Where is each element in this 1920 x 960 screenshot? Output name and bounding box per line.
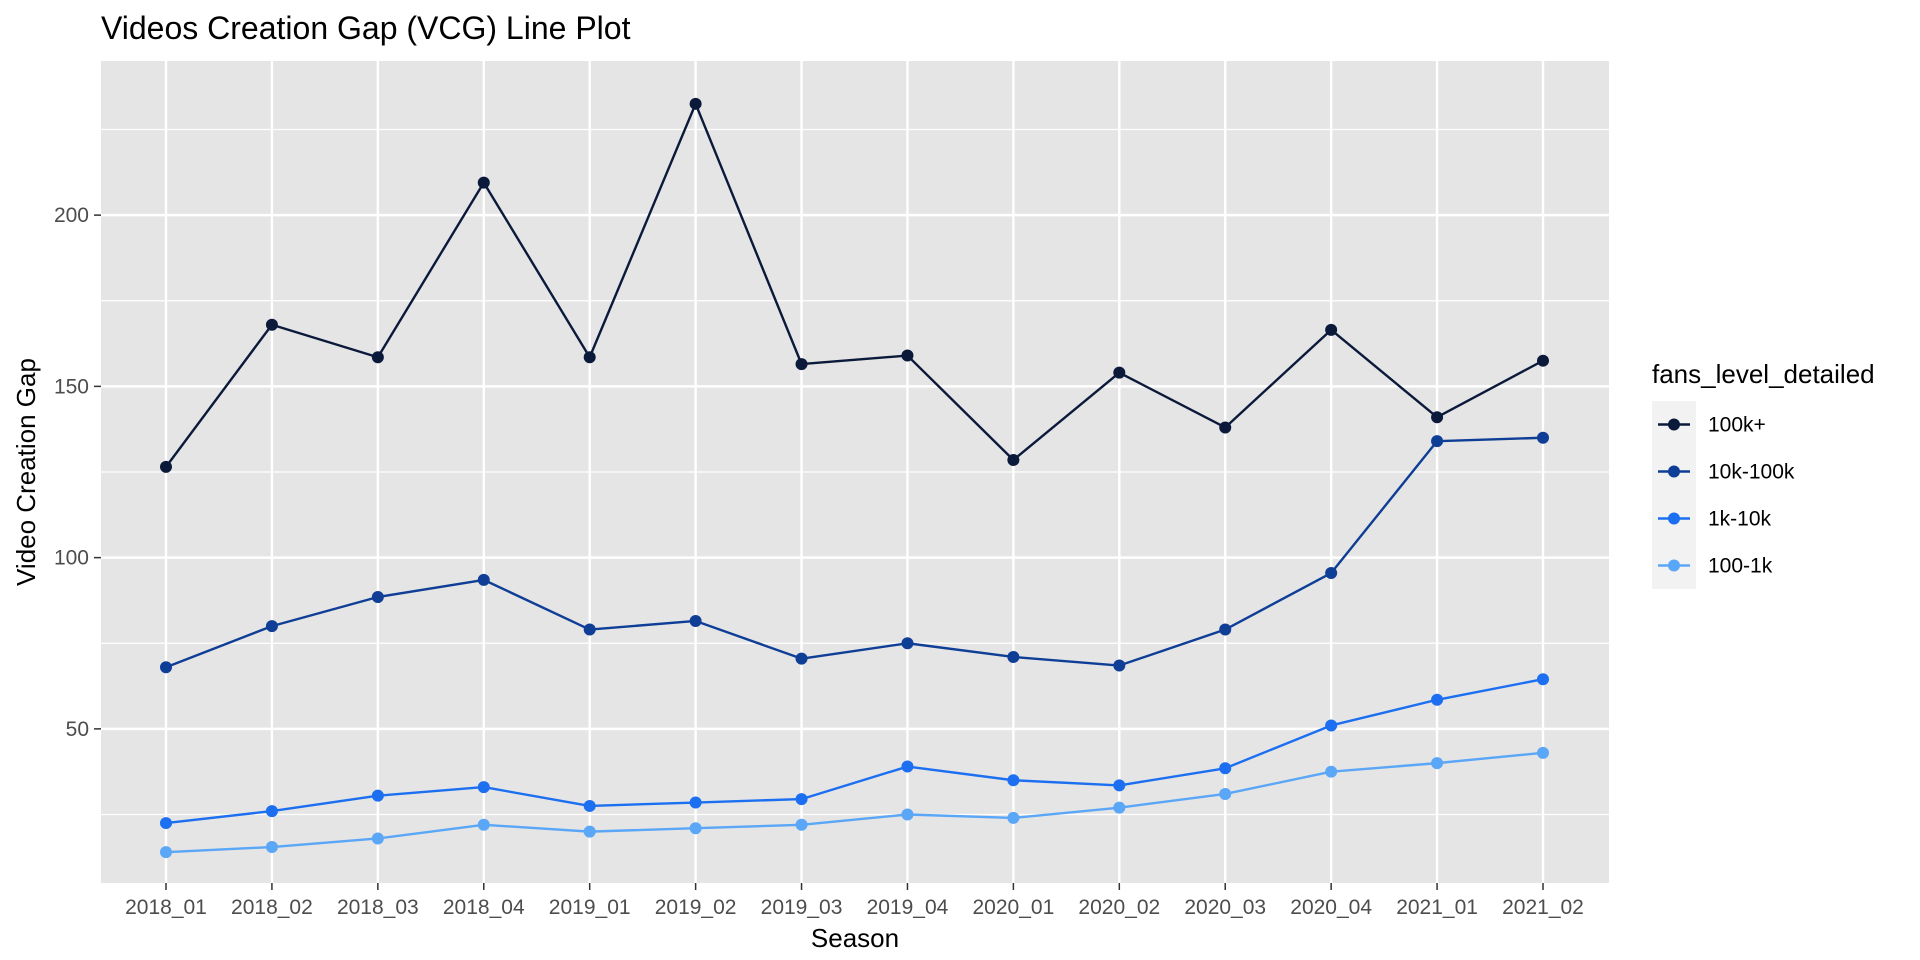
legend-label: 10k-100k: [1708, 461, 1795, 484]
data-point: [1431, 757, 1444, 770]
legend-key-point: [1668, 418, 1680, 431]
series-line-10k-100k: [165, 436, 1544, 669]
data-point: [477, 573, 490, 586]
data-point: [1113, 779, 1126, 792]
y-axis: 50 100 150 200: [54, 204, 101, 741]
x-tick-label: 2021_01: [1396, 896, 1478, 919]
data-point: [1431, 435, 1444, 448]
data-point: [689, 97, 702, 110]
x-tick-label: 2019_04: [867, 896, 949, 919]
data-point: [583, 799, 596, 812]
x-axis-title: Season: [811, 923, 899, 953]
data-point: [265, 841, 278, 854]
x-axis: 2018_01 2018_02 2018_03 2018_04 2019_01 2019_…: [125, 883, 1584, 919]
x-tick-label: 2020_04: [1290, 896, 1372, 919]
legend-label: 100k+: [1708, 414, 1766, 437]
data-point: [1007, 774, 1020, 787]
data-point: [1325, 719, 1338, 732]
legend-title: fans_level_detailed: [1652, 359, 1875, 389]
data-point: [1219, 421, 1232, 434]
data-point: [1537, 431, 1549, 444]
data-point: [371, 351, 384, 364]
data-point: [689, 822, 702, 835]
x-tick-label: 2020_02: [1078, 896, 1160, 919]
legend-key-point: [1668, 512, 1680, 525]
y-axis-title: Video Creation Gap: [11, 358, 41, 586]
legend-key-background: [1652, 401, 1696, 589]
data-point: [1113, 659, 1126, 672]
grid-minor: [101, 128, 1609, 816]
legend-label: 100-1k: [1708, 555, 1773, 578]
legend: 100k+ 10k-100k 1k-10k 100-1k: [1652, 401, 1795, 589]
data-point: [583, 623, 596, 636]
data-point: [1219, 762, 1232, 775]
data-point: [1007, 650, 1020, 663]
series-lines: [165, 102, 1544, 854]
legend-label: 1k-10k: [1708, 508, 1772, 531]
data-point: [371, 789, 384, 802]
data-point: [371, 591, 384, 604]
data-point: [265, 620, 278, 633]
data-point: [371, 832, 384, 845]
data-point: [1325, 323, 1338, 336]
y-tick-label: 50: [66, 718, 89, 741]
x-tick-label: 2019_01: [549, 896, 631, 919]
data-point: [1007, 811, 1020, 824]
x-tick-label: 2018_01: [125, 896, 207, 919]
data-point: [265, 805, 278, 818]
series-points: [160, 97, 1549, 859]
data-point: [1537, 746, 1549, 759]
y-tick-label: 100: [54, 547, 89, 570]
data-point: [1113, 801, 1126, 814]
data-point: [1219, 623, 1232, 636]
x-tick-label: 2020_01: [973, 896, 1055, 919]
data-point: [477, 781, 490, 794]
x-tick-label: 2021_02: [1502, 896, 1584, 919]
data-point: [1113, 366, 1126, 379]
x-tick-label: 2019_02: [655, 896, 737, 919]
data-point: [1431, 411, 1444, 424]
series-line-100k+: [165, 102, 1544, 468]
data-point: [1325, 567, 1338, 580]
data-point: [477, 176, 490, 189]
data-point: [689, 614, 702, 627]
legend-key-point: [1668, 559, 1680, 572]
data-point: [795, 358, 808, 371]
data-point: [265, 318, 278, 331]
data-point: [901, 637, 914, 650]
data-point: [795, 818, 808, 831]
x-tick-label: 2018_02: [231, 896, 313, 919]
chart-title: Videos Creation Gap (VCG) Line Plot: [101, 10, 631, 46]
data-point: [1219, 787, 1232, 800]
x-tick-label: 2020_03: [1184, 896, 1266, 919]
data-point: [901, 760, 914, 773]
series-line-1k-10k: [165, 678, 1544, 825]
y-tick-label: 150: [54, 375, 89, 398]
data-point: [1325, 765, 1338, 778]
data-point: [477, 818, 490, 831]
data-point: [160, 817, 172, 830]
x-tick-label: 2018_04: [443, 896, 525, 919]
x-tick-label: 2019_03: [761, 896, 843, 919]
data-point: [583, 825, 596, 838]
x-tick-label: 2018_03: [337, 896, 419, 919]
data-point: [1537, 673, 1549, 686]
data-point: [160, 661, 172, 674]
data-point: [1007, 454, 1020, 467]
data-point: [1431, 693, 1444, 706]
data-point: [795, 652, 808, 665]
data-point: [901, 349, 914, 362]
data-point: [901, 808, 914, 821]
data-point: [795, 793, 808, 806]
y-tick-label: 200: [54, 204, 89, 227]
data-point: [689, 796, 702, 809]
data-point: [160, 460, 172, 473]
legend-key-point: [1668, 465, 1680, 478]
data-point: [160, 846, 172, 859]
series-line-100-1k: [165, 751, 1544, 854]
data-point: [583, 351, 596, 364]
data-point: [1537, 354, 1549, 367]
